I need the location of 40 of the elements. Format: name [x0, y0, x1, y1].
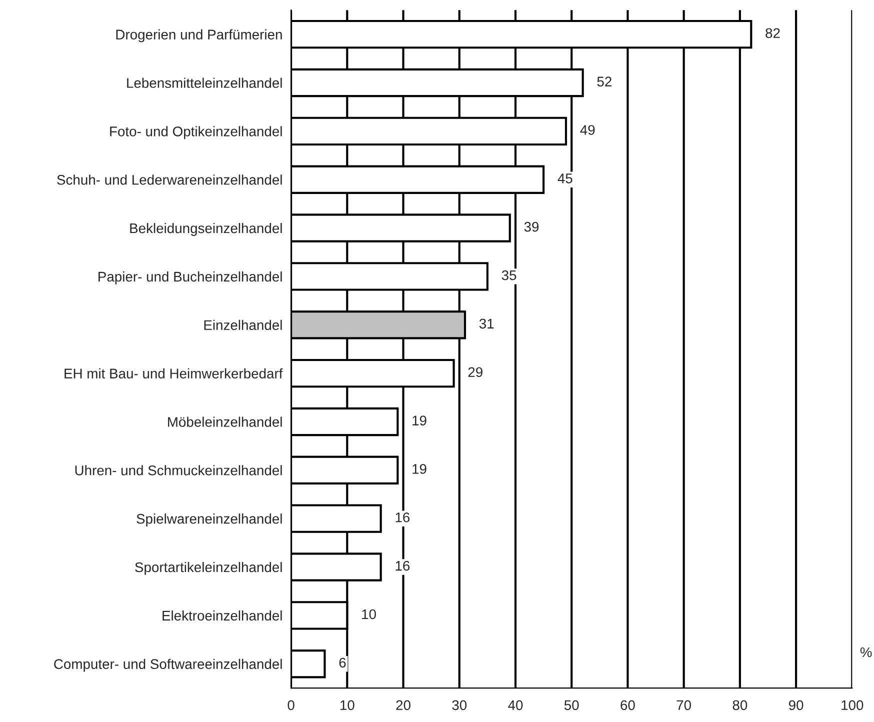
x-tick-label: 70: [676, 700, 691, 710]
text: %: [860, 647, 872, 658]
data-label: 35: [502, 270, 516, 280]
y-tick-label: Möbeleinzelhandel: [168, 416, 282, 427]
x-tick-label: 20: [396, 700, 410, 710]
x-tick-label: 80: [732, 700, 748, 710]
y-tick-label: Einzelhandel: [204, 320, 282, 330]
y-tick-label: EH mit Bau- und Heimwerkerbedarf: [64, 368, 283, 378]
data-label: 49: [580, 125, 595, 135]
data-label: 6: [339, 658, 346, 668]
data-label: 39: [524, 222, 539, 232]
x-tick-label: 30: [452, 700, 467, 710]
y-tick-label: Uhren- und Schmuckeinzelhandel: [75, 465, 282, 476]
data-label: 16: [396, 512, 410, 522]
y-tick-label: Lebensmitteleinzelhandel: [127, 78, 282, 88]
y-tick-label: Schuh- und Lederwareneinzelhandel: [57, 174, 282, 185]
x-tick-label: 0: [288, 700, 294, 710]
x-tick-label: 10: [340, 700, 354, 710]
x-tick-label: 60: [620, 700, 635, 710]
y-tick-label: Drogerien und Parfümerien: [116, 29, 282, 42]
data-label: 45: [558, 174, 572, 184]
y-tick-label: Spielwareneinzelhandel: [136, 514, 282, 526]
data-label: 31: [479, 318, 494, 329]
data-label: 16: [396, 560, 410, 571]
x-tick-label: 100: [842, 700, 864, 710]
data-label: 52: [597, 76, 612, 86]
y-tick-label: Computer- und Softwareeinzelhandel: [54, 658, 282, 672]
x-tick-label: 90: [788, 700, 804, 710]
data-label: 10: [362, 609, 376, 620]
x-tick-label: 50: [564, 700, 579, 710]
data-label: 19: [412, 464, 426, 474]
y-tick-label: Foto- und Optikeinzelhandel: [110, 126, 282, 140]
data-label: 82: [766, 28, 780, 38]
y-tick-label: Papier- und Bucheinzelhandel: [98, 271, 282, 284]
data-label: 29: [468, 367, 482, 378]
y-tick-label: Bekleidungseinzelhandel: [130, 222, 282, 236]
y-tick-label: Sportartikeleinzelhandel: [135, 562, 282, 575]
x-tick-label: 40: [508, 700, 523, 710]
data-label: 19: [412, 416, 426, 426]
y-tick-label: Elektroeinzelhandel: [162, 610, 282, 621]
